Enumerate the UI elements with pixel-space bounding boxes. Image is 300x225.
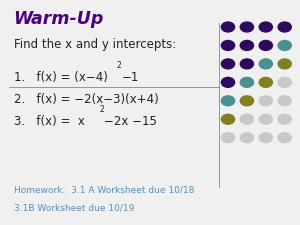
Circle shape <box>221 40 235 50</box>
Circle shape <box>240 77 254 87</box>
Text: −2x −15: −2x −15 <box>104 115 157 128</box>
Text: Find the x and y intercepts:: Find the x and y intercepts: <box>14 38 176 51</box>
Circle shape <box>221 22 235 32</box>
Circle shape <box>259 40 272 50</box>
Circle shape <box>259 114 272 124</box>
Circle shape <box>278 77 291 87</box>
Circle shape <box>240 114 254 124</box>
Text: 2: 2 <box>100 105 104 114</box>
Circle shape <box>259 59 272 69</box>
Circle shape <box>278 22 291 32</box>
Circle shape <box>240 59 254 69</box>
Circle shape <box>221 114 235 124</box>
Circle shape <box>240 40 254 50</box>
Circle shape <box>259 133 272 143</box>
Text: −1: −1 <box>122 71 139 84</box>
Text: 3.   f(x) =  x: 3. f(x) = x <box>14 115 84 128</box>
Circle shape <box>278 114 291 124</box>
Circle shape <box>278 40 291 50</box>
Circle shape <box>240 96 254 106</box>
Circle shape <box>278 96 291 106</box>
Text: 1.   f(x) = (x−4): 1. f(x) = (x−4) <box>14 71 107 84</box>
Circle shape <box>278 59 291 69</box>
Circle shape <box>259 22 272 32</box>
Circle shape <box>259 77 272 87</box>
Text: Warm-Up: Warm-Up <box>14 10 104 28</box>
Circle shape <box>221 77 235 87</box>
Circle shape <box>221 133 235 143</box>
Circle shape <box>240 22 254 32</box>
Text: Homework:  3.1 A Worksheet due 10/18: Homework: 3.1 A Worksheet due 10/18 <box>14 186 194 195</box>
Text: 2: 2 <box>116 61 121 70</box>
Circle shape <box>221 59 235 69</box>
Text: 2.   f(x) = −2(x−3)(x+4): 2. f(x) = −2(x−3)(x+4) <box>14 93 158 106</box>
Circle shape <box>240 133 254 143</box>
Text: 3.1B Worksheet due 10/19: 3.1B Worksheet due 10/19 <box>14 204 134 213</box>
Circle shape <box>221 96 235 106</box>
Circle shape <box>259 96 272 106</box>
Circle shape <box>278 133 291 143</box>
